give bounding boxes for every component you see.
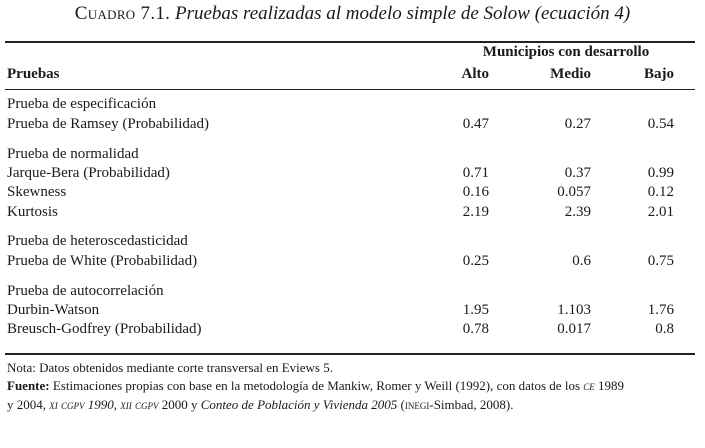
- table-title: Cuadro 7.1. Pruebas realizadas al modelo…: [0, 3, 705, 25]
- source-text: 2000 y: [158, 397, 201, 412]
- row-label: Durbin-Watson: [7, 302, 100, 318]
- source-label: Fuente:: [7, 378, 50, 393]
- cell-alto: 0.78: [462, 321, 489, 337]
- cell-bajo: 2.01: [647, 204, 674, 220]
- column-header-medio: Medio: [550, 66, 591, 82]
- row-label: Prueba de heteroscedasticidad: [7, 233, 188, 249]
- cell-medio: 0.017: [557, 321, 591, 337]
- section-row-normalidad: Prueba de normalidad: [0, 145, 705, 164]
- table-row: Prueba de Ramsey (Probabilidad) 0.47 0.2…: [0, 115, 705, 134]
- table-number: Cuadro 7.1.: [74, 3, 171, 24]
- cell-alto: 0.47: [462, 116, 489, 132]
- column-group-header: Municipios con desarrollo: [482, 44, 650, 60]
- cell-bajo: 0.99: [647, 165, 674, 181]
- source-text: 1989: [594, 378, 625, 393]
- cell-alto: 0.16: [462, 184, 489, 200]
- source-conteo-title: Conteo de Población y Vivienda 2005: [200, 397, 398, 412]
- source-text: -Simbad, 2008).: [429, 397, 514, 412]
- cell-medio: 2.39: [564, 204, 591, 220]
- top-rule: [5, 41, 695, 43]
- cell-medio: 0.057: [557, 184, 591, 200]
- column-header-alto: Alto: [461, 66, 490, 82]
- cell-medio: 0.37: [564, 165, 591, 181]
- row-label: Prueba de Ramsey (Probabilidad): [7, 116, 210, 132]
- row-label: Skewness: [7, 184, 67, 200]
- section-row-heteroscedasticidad: Prueba de heteroscedasticidad: [0, 232, 705, 251]
- source-abbrev-xi-cgpv: xi cgpv 1990: [49, 397, 114, 412]
- row-label: Breusch-Godfrey (Probabilidad): [7, 321, 202, 337]
- cell-alto: 0.25: [462, 253, 489, 269]
- bottom-rule: [5, 353, 695, 355]
- source-abbrev-xii-cgpv: xii cgpv: [120, 397, 159, 412]
- source-text: ,: [113, 397, 121, 412]
- cell-bajo: 0.12: [647, 184, 674, 200]
- table-row: Kurtosis 2.19 2.39 2.01: [0, 203, 705, 222]
- row-label: Prueba de White (Probabilidad): [7, 253, 198, 269]
- column-header-pruebas: Pruebas: [7, 66, 60, 82]
- table-row: Jarque-Bera (Probabilidad) 0.71 0.37 0.9…: [0, 164, 705, 183]
- cell-alto: 2.19: [462, 204, 489, 220]
- section-row-autocorrelacion: Prueba de autocorrelación: [0, 282, 705, 301]
- cell-bajo: 0.8: [655, 321, 674, 337]
- source-text: (: [397, 397, 405, 412]
- cell-bajo: 0.75: [647, 253, 674, 269]
- source-text: y 2004,: [7, 397, 50, 412]
- cell-alto: 1.95: [462, 302, 489, 318]
- header-rule: [5, 89, 695, 90]
- row-label: Jarque-Bera (Probabilidad): [7, 165, 170, 181]
- column-header-bajo: Bajo: [644, 66, 674, 82]
- cell-alto: 0.71: [462, 165, 489, 181]
- row-label: Kurtosis: [7, 204, 58, 220]
- table-row: Durbin-Watson 1.95 1.103 1.76: [0, 301, 705, 320]
- row-label: Prueba de especificación: [7, 96, 157, 112]
- source-text: Estimaciones propias con base en la meto…: [49, 378, 584, 393]
- row-label: Prueba de normalidad: [7, 146, 139, 162]
- cell-medio: 0.6: [572, 253, 591, 269]
- section-row-especificacion: Prueba de especificación: [0, 95, 705, 114]
- row-label: Prueba de autocorrelación: [7, 283, 164, 299]
- table-row: Skewness 0.16 0.057 0.12: [0, 183, 705, 202]
- source-abbrev-inegi: inegi: [404, 397, 430, 412]
- table-source: Fuente: Estimaciones propias con base en…: [7, 376, 697, 414]
- source-abbrev-ce: ce: [583, 378, 595, 393]
- table-note: Nota: Datos obtenidos mediante corte tra…: [7, 360, 333, 375]
- table-row: Breusch-Godfrey (Probabilidad) 0.78 0.01…: [0, 320, 705, 339]
- cell-medio: 0.27: [564, 116, 591, 132]
- table-caption: Pruebas realizadas al modelo simple de S…: [174, 3, 631, 24]
- table-row: Prueba de White (Probabilidad) 0.25 0.6 …: [0, 252, 705, 271]
- cell-bajo: 1.76: [647, 302, 674, 318]
- cell-medio: 1.103: [557, 302, 591, 318]
- cell-bajo: 0.54: [647, 116, 674, 132]
